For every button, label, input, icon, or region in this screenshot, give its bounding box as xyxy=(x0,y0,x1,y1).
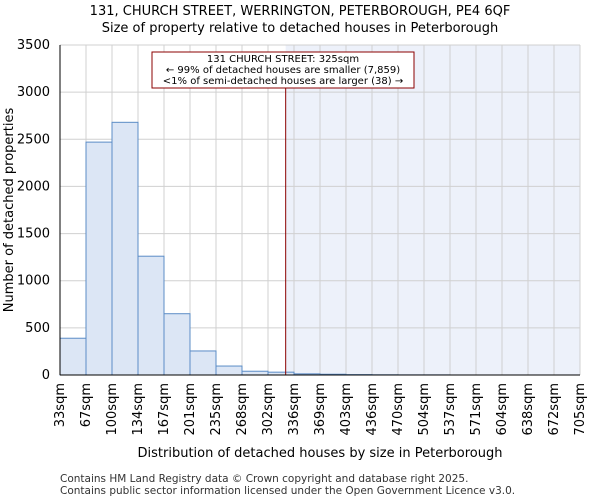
bar xyxy=(59,337,87,376)
x-tick-label: 571sqm xyxy=(469,383,484,436)
x-tick-label: 33sqm xyxy=(53,383,68,427)
chart-subtitle: Size of property relative to detached ho… xyxy=(101,21,499,36)
x-tick-label: 336sqm xyxy=(287,383,302,436)
annotation-box: 131 CHURCH STREET: 325sqm ← 99% of detac… xyxy=(151,51,415,89)
y-tick-label: 1000 xyxy=(17,274,50,289)
x-tick-label: 100sqm xyxy=(105,383,120,436)
axes xyxy=(59,45,580,376)
x-tick-label: 638sqm xyxy=(521,383,536,436)
bar xyxy=(215,365,243,376)
annotation-line-3: <1% of semi-detached houses are larger (… xyxy=(163,76,403,87)
y-tick-label: 2000 xyxy=(17,179,50,194)
x-tick-label: 134sqm xyxy=(131,383,146,436)
bar xyxy=(189,350,217,376)
x-tick-labels: 33sqm 67sqm 100sqm 134sqm 167sqm 201sqm 235sqm… xyxy=(53,383,588,436)
bar xyxy=(241,370,269,376)
y-tick-label: 500 xyxy=(25,321,50,336)
annotation-line-2: ← 99% of detached houses are smaller (7,… xyxy=(166,65,400,76)
y-tick-label: 3500 xyxy=(17,38,50,53)
x-tick-label: 201sqm xyxy=(183,383,198,436)
x-tick-label: 604sqm xyxy=(495,383,510,436)
annotation-line-1: 131 CHURCH STREET: 325sqm xyxy=(207,54,359,65)
x-tick-label: 167sqm xyxy=(157,383,172,436)
annotation-border xyxy=(151,51,415,89)
bar xyxy=(85,141,113,376)
chart-title-address: 131, CHURCH STREET, WERRINGTON, PETERBOR… xyxy=(89,4,511,19)
x-tick-label: 672sqm xyxy=(547,383,562,436)
y-tick-label: 1500 xyxy=(17,227,50,242)
larger-region-highlight xyxy=(285,45,580,375)
bar xyxy=(111,121,139,376)
x-tick-label: 302sqm xyxy=(261,383,276,436)
x-tick-label: 504sqm xyxy=(417,383,432,436)
x-tick-label: 436sqm xyxy=(365,383,380,436)
footer-copyright: Contains HM Land Registry data © Crown c… xyxy=(60,473,469,485)
bars xyxy=(59,121,451,376)
x-tick-label: 369sqm xyxy=(313,383,328,436)
y-tick-label: 3000 xyxy=(17,85,50,100)
footer-licence: Contains public sector information licen… xyxy=(60,485,516,497)
y-tick-label: 0 xyxy=(42,368,50,383)
x-tick-label: 403sqm xyxy=(339,383,354,436)
x-axis-label: Distribution of detached houses by size … xyxy=(138,446,503,461)
x-tick-label: 67sqm xyxy=(79,383,94,427)
x-tick-label: 235sqm xyxy=(209,383,224,436)
x-tick-label: 470sqm xyxy=(391,383,406,436)
y-tick-label: 2500 xyxy=(17,132,50,147)
x-tick-label: 268sqm xyxy=(235,383,250,436)
y-axis-label: Number of detached properties xyxy=(2,108,17,313)
y-tick-labels: 0 500 1000 1500 2000 2500 3000 3500 xyxy=(17,38,50,383)
bar xyxy=(137,255,165,376)
bar xyxy=(163,313,191,376)
x-tick-label: 537sqm xyxy=(443,383,458,436)
x-tick-label: 705sqm xyxy=(573,383,588,436)
